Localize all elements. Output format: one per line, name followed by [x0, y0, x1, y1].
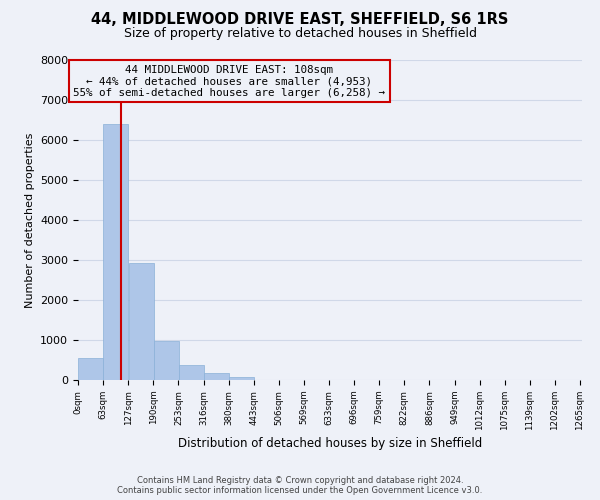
Bar: [78, 358, 103, 380]
Y-axis label: Number of detached properties: Number of detached properties: [25, 132, 35, 308]
Text: 44 MIDDLEWOOD DRIVE EAST: 108sqm
← 44% of detached houses are smaller (4,953)
55: 44 MIDDLEWOOD DRIVE EAST: 108sqm ← 44% o…: [73, 65, 385, 98]
Text: Contains HM Land Registry data © Crown copyright and database right 2024.
Contai: Contains HM Land Registry data © Crown c…: [118, 476, 482, 495]
Bar: [103, 124, 128, 380]
Bar: [154, 341, 179, 380]
Bar: [179, 365, 204, 380]
Text: 44, MIDDLEWOOD DRIVE EAST, SHEFFIELD, S6 1RS: 44, MIDDLEWOOD DRIVE EAST, SHEFFIELD, S6…: [91, 12, 509, 28]
Bar: [204, 373, 229, 380]
Bar: [229, 377, 254, 380]
X-axis label: Distribution of detached houses by size in Sheffield: Distribution of detached houses by size …: [178, 437, 482, 450]
Text: Size of property relative to detached houses in Sheffield: Size of property relative to detached ho…: [124, 28, 476, 40]
Bar: [128, 263, 154, 380]
